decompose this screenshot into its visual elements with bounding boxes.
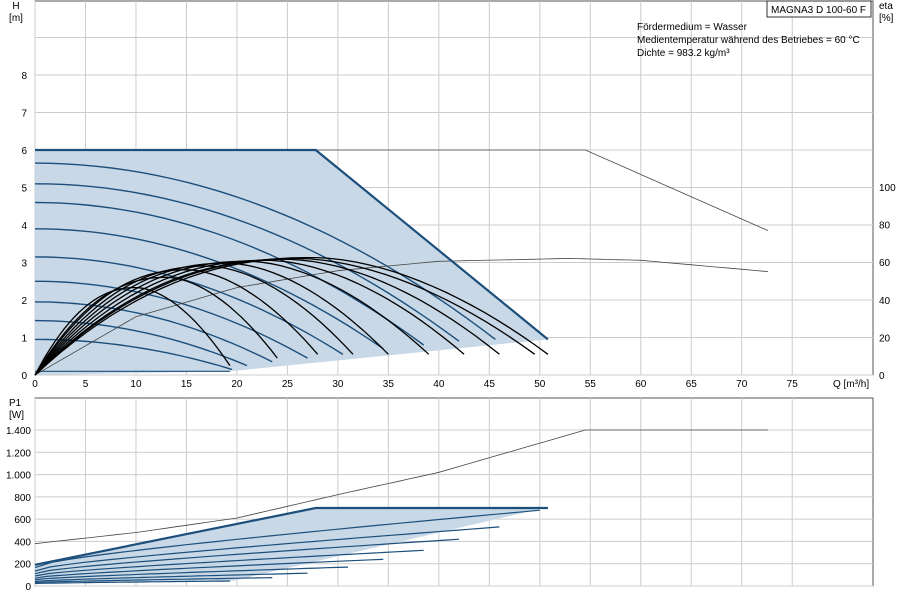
y-tick-label: 8 (21, 71, 27, 82)
max-head-extension (315, 149, 769, 231)
y-tick-label: 600 (14, 515, 31, 526)
y-axis-unit-h: [m] (9, 13, 23, 24)
y2-tick-label: 60 (879, 258, 891, 269)
y-tick-label: 2 (21, 296, 27, 307)
x-tick-label: 40 (433, 379, 445, 390)
efficiency-curve (34, 286, 231, 376)
y-tick-label: 1.000 (6, 471, 31, 482)
speed-curve (34, 162, 496, 340)
power-curve (34, 572, 308, 583)
power-curve (34, 549, 424, 577)
y2-axis-label-eta: eta (879, 1, 893, 12)
efficiency-curve (34, 257, 536, 376)
speed-curve (35, 301, 273, 363)
efficiency-curve (34, 269, 319, 376)
x-tick-label: 75 (787, 379, 799, 390)
y-tick-label: 5 (21, 184, 27, 195)
y-tick-label: 1.200 (6, 448, 31, 459)
power-curve (34, 538, 460, 575)
x-tick-label: 45 (484, 379, 496, 390)
efficiency-curve (34, 260, 430, 376)
x-tick-label: 35 (383, 379, 395, 390)
y-tick-label: 400 (14, 537, 31, 548)
speed-curve (34, 201, 425, 346)
y2-tick-label: 80 (879, 221, 891, 232)
max-power-extension (34, 429, 768, 545)
annotation-density: Dichte = 983.2 kg/m³ (637, 48, 730, 59)
x-axis-label-q: Q [m³/h] (833, 379, 869, 390)
y-tick-label: 3 (21, 259, 27, 270)
y2-tick-label: 100 (879, 183, 896, 194)
x-tick-label: 0 (32, 379, 38, 390)
x-tick-label: 60 (635, 379, 647, 390)
power-chart: 0 200 400 600 800 1.000 1.200 1.400 (6, 397, 874, 593)
title-box (766, 0, 872, 18)
x-tick-label: 55 (585, 379, 597, 390)
speed-curve (34, 228, 384, 350)
y-tick-label: 0 (21, 371, 27, 382)
y2-tick-label: 20 (879, 333, 891, 344)
max-speed-curve (35, 148, 549, 341)
x-tick-label: 20 (231, 379, 243, 390)
y-tick-label: 6 (21, 146, 27, 157)
y2-tick-label: 40 (879, 296, 891, 307)
x-tick-label: 50 (534, 379, 546, 390)
efficiency-curve (34, 262, 389, 376)
y-tick-label: 800 (14, 493, 31, 504)
y-axis-label-p1: P1 (9, 398, 22, 409)
power-curve (34, 577, 273, 584)
y-tick-label: 200 (14, 560, 31, 571)
x-tick-label: 70 (736, 379, 748, 390)
x-tick-label: 25 (282, 379, 294, 390)
annotation-temperature: Medientemperatur während des Betriebes =… (637, 35, 860, 46)
efficiency-curve (34, 265, 354, 376)
x-tick-label: 15 (181, 379, 193, 390)
y-tick-label: 4 (21, 221, 27, 232)
max-power-curve (34, 506, 548, 566)
power-curve (34, 509, 540, 569)
power-curve (34, 558, 384, 579)
x-tick-label: 30 (332, 379, 344, 390)
max-eta-extension (34, 257, 769, 376)
head-efficiency-chart: 0 5 10 15 20 25 30 35 40 45 50 55 60 65 70 750123456780… (21, 0, 896, 390)
efficiency-curve (34, 259, 465, 376)
power-curve (34, 566, 349, 581)
y2-axis-unit-eta: [%] (879, 13, 894, 24)
y-tick-label: 7 (21, 109, 27, 120)
power-curve (34, 580, 230, 585)
y-tick-label: 0 (25, 582, 31, 593)
y-tick-label: 1.400 (6, 426, 31, 437)
y-axis-unit-p1: [W] (9, 410, 24, 421)
annotation-medium: Fördermedium = Wasser (637, 22, 748, 33)
x-tick-label: 65 (686, 379, 698, 390)
efficiency-curve (34, 276, 278, 376)
y-axis-label-h: H (12, 1, 19, 12)
power-curve (34, 526, 500, 572)
chart-title: MAGNA3 D 100-60 F (771, 5, 866, 16)
x-tick-label: 10 (130, 379, 142, 390)
x-tick-label: 5 (83, 379, 89, 390)
y-tick-label: 1 (21, 334, 27, 345)
speed-curve (34, 183, 460, 342)
y2-tick-label: 0 (879, 371, 885, 382)
